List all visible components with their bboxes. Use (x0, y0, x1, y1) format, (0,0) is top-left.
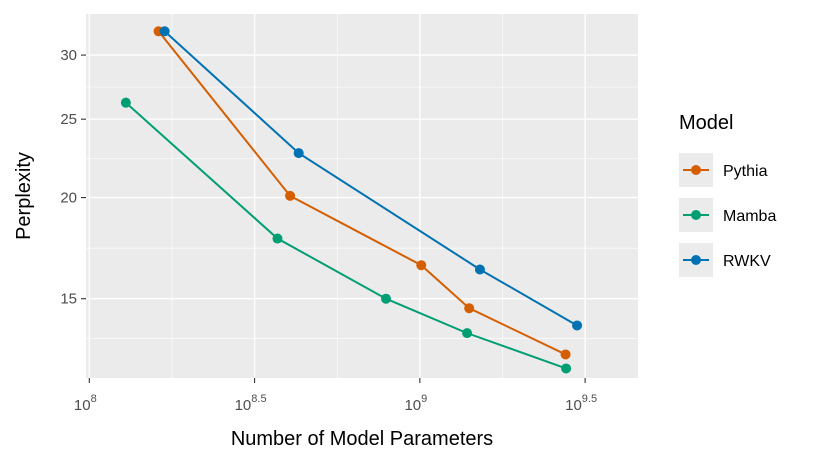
legend-title: Model (679, 112, 733, 134)
legend-label-rwkv: RWKV (723, 253, 771, 270)
x-tick-label: 108.5 (235, 393, 267, 414)
major-gridlines (86, 14, 638, 378)
legend-label-mamba: Mamba (723, 208, 776, 225)
legend-label-pythia: Pythia (723, 163, 768, 180)
mamba-data-point (272, 233, 283, 244)
pythia-data-point (285, 190, 296, 201)
rwkv-data-point (474, 264, 485, 275)
legend-items: Pythia Mamba RWKV (679, 153, 776, 277)
x-tick-label: 109 (404, 393, 427, 414)
legend-key-point-rwkv (691, 255, 701, 265)
x-tick-label: 108 (74, 393, 97, 414)
mamba-data-point (120, 97, 131, 108)
y-tick-label: 25 (60, 111, 77, 128)
y-tick-labels: 15 20 25 30 (60, 47, 77, 308)
rwkv-data-point (572, 320, 583, 331)
y-tick-label: 20 (60, 190, 77, 207)
legend: Model Pythia Mamba RWKV (679, 112, 776, 277)
y-tick-label: 30 (60, 47, 77, 64)
mamba-data-point (561, 363, 572, 374)
plot-panel (86, 14, 638, 378)
y-axis-title: Perplexity (13, 152, 35, 240)
series-layer (120, 26, 583, 374)
x-tick-label: 109.5 (565, 393, 597, 414)
axis-ticks (81, 54, 586, 383)
x-tick-labels: 108 108.5 109 109.5 (74, 393, 597, 414)
pythia-data-point (560, 349, 571, 360)
legend-key-point-pythia (691, 165, 701, 175)
minor-gridlines (86, 14, 638, 378)
y-tick-label: 15 (60, 291, 77, 308)
legend-key-point-mamba (691, 210, 701, 220)
rwkv-data-point (159, 26, 170, 37)
pythia-data-point (464, 303, 475, 314)
rwkv-data-point (293, 148, 304, 159)
mamba-data-point (462, 328, 473, 339)
rwkv-series-line (163, 30, 578, 327)
mamba-data-point (381, 293, 392, 304)
pythia-data-point (416, 260, 427, 271)
x-axis-title: Number of Model Parameters (231, 428, 493, 450)
